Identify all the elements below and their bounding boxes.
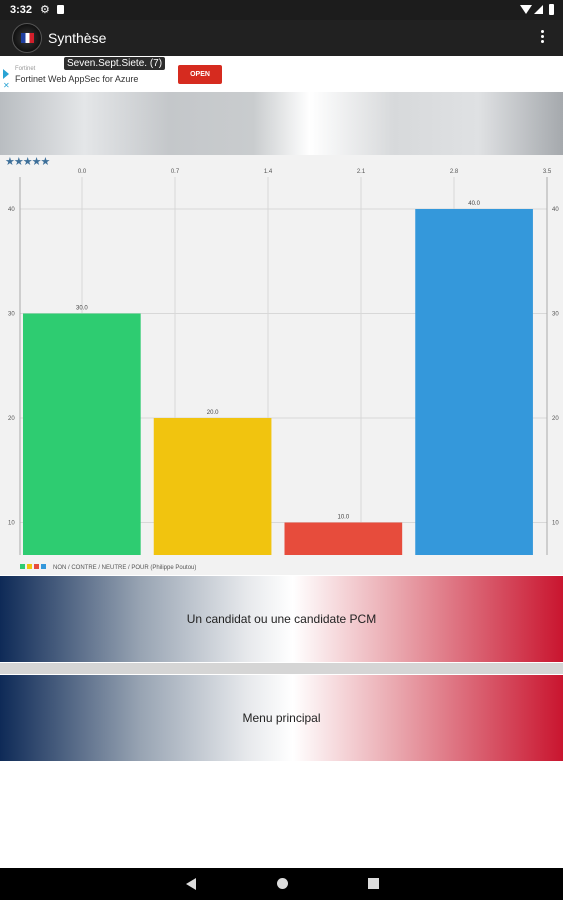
legend-swatch bbox=[20, 564, 25, 569]
ad-text[interactable]: Fortinet Web AppSec for Azure bbox=[15, 74, 139, 84]
status-time: 3:32 bbox=[10, 4, 33, 16]
bar-contre bbox=[153, 418, 272, 555]
right-axis-tick-label: 40 bbox=[552, 207, 559, 213]
data-label: 10.0 bbox=[337, 515, 349, 521]
recent-apps-icon[interactable] bbox=[368, 878, 379, 889]
top-axis-tick-label: 2.1 bbox=[357, 169, 366, 175]
adchoices-icon[interactable] bbox=[3, 69, 9, 79]
bar-pour bbox=[415, 209, 533, 555]
top-axis-tick-label: 3.5 bbox=[543, 169, 552, 175]
flag-icon bbox=[21, 33, 34, 43]
bar-non bbox=[23, 313, 141, 555]
wifi-icon bbox=[520, 5, 532, 14]
battery-icon bbox=[549, 4, 554, 15]
legend-swatch bbox=[34, 564, 39, 569]
signal-icon bbox=[534, 5, 543, 14]
candidate-button[interactable]: Un candidat ou une candidate PCM bbox=[0, 576, 563, 662]
main-menu-button-label: Menu principal bbox=[242, 711, 321, 725]
header-banner bbox=[0, 92, 563, 155]
ad-close-icon[interactable]: ✕ bbox=[3, 81, 10, 90]
right-axis-tick-label: 30 bbox=[552, 312, 559, 318]
chart-area: ★★★★★ 0.0 0.7 1.4 2.1 2.8 3.5 10 20 30 40 10 20 30 40… bbox=[0, 155, 563, 575]
top-axis-tick-label: 1.4 bbox=[264, 169, 273, 175]
divider bbox=[0, 663, 563, 674]
home-icon[interactable] bbox=[277, 878, 288, 889]
left-axis-tick-label: 10 bbox=[8, 521, 15, 527]
back-icon[interactable] bbox=[186, 878, 196, 890]
ad-open-button[interactable]: OPEN bbox=[178, 65, 222, 84]
candidate-button-label: Un candidat ou une candidate PCM bbox=[186, 612, 377, 626]
legend-label: NON / CONTRE / NEUTRE / POUR (Philippe P… bbox=[53, 565, 196, 571]
main-menu-button[interactable]: Menu principal bbox=[0, 675, 563, 761]
page-title: Synthèse bbox=[48, 30, 107, 46]
ad-sponsor: Fortinet bbox=[15, 66, 36, 72]
data-label: 30.0 bbox=[76, 306, 88, 312]
legend-swatch bbox=[41, 564, 46, 569]
app-logo-icon bbox=[12, 23, 42, 53]
left-axis-tick-label: 20 bbox=[8, 416, 15, 422]
tooltip: Seven.Sept.Siete. (7) bbox=[64, 57, 166, 70]
top-axis-tick-label: 0.0 bbox=[78, 169, 87, 175]
top-axis-tick-label: 2.8 bbox=[450, 169, 459, 175]
app-bar: Synthèse bbox=[0, 20, 563, 56]
bar-chart: 0.0 0.7 1.4 2.1 2.8 3.5 10 20 30 40 10 20 30 40 30.0 20… bbox=[8, 169, 559, 571]
sd-card-icon bbox=[57, 5, 64, 14]
settings-icon: ⚙ bbox=[40, 4, 50, 16]
bar-neutre bbox=[284, 522, 403, 555]
data-label: 20.0 bbox=[207, 410, 219, 416]
top-axis-tick-label: 0.7 bbox=[171, 169, 180, 175]
legend-swatch bbox=[27, 564, 32, 569]
data-label: 40.0 bbox=[468, 201, 480, 207]
rating-stars: ★★★★★ bbox=[5, 156, 50, 168]
navigation-bar bbox=[0, 868, 563, 900]
right-axis-tick-label: 20 bbox=[552, 416, 559, 422]
right-axis-tick-label: 10 bbox=[552, 521, 559, 527]
overflow-menu-icon[interactable] bbox=[536, 28, 548, 48]
left-axis-tick-label: 40 bbox=[8, 207, 15, 213]
status-bar: 3:32 ⚙ bbox=[0, 0, 563, 20]
left-axis-tick-label: 30 bbox=[8, 312, 15, 318]
